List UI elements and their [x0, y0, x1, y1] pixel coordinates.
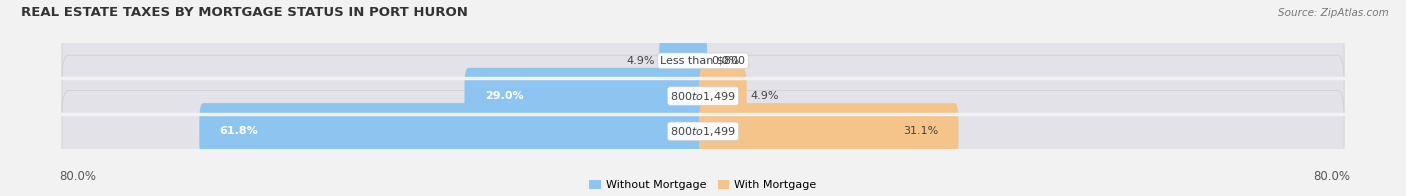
FancyBboxPatch shape	[659, 33, 707, 89]
Text: 0.0%: 0.0%	[711, 56, 740, 66]
FancyBboxPatch shape	[200, 103, 707, 160]
FancyBboxPatch shape	[62, 55, 1344, 137]
FancyBboxPatch shape	[62, 90, 1344, 172]
FancyBboxPatch shape	[699, 103, 959, 160]
Text: 61.8%: 61.8%	[219, 126, 259, 136]
Text: 31.1%: 31.1%	[903, 126, 938, 136]
Text: $800 to $1,499: $800 to $1,499	[671, 125, 735, 138]
Text: Less than $800: Less than $800	[661, 56, 745, 66]
Legend: Without Mortgage, With Mortgage: Without Mortgage, With Mortgage	[589, 180, 817, 191]
Text: Source: ZipAtlas.com: Source: ZipAtlas.com	[1278, 8, 1389, 18]
FancyBboxPatch shape	[62, 20, 1344, 102]
Text: 29.0%: 29.0%	[485, 91, 523, 101]
Text: REAL ESTATE TAXES BY MORTGAGE STATUS IN PORT HURON: REAL ESTATE TAXES BY MORTGAGE STATUS IN …	[21, 6, 468, 19]
FancyBboxPatch shape	[699, 68, 747, 124]
Text: 80.0%: 80.0%	[59, 170, 96, 183]
Text: $800 to $1,499: $800 to $1,499	[671, 90, 735, 103]
Text: 4.9%: 4.9%	[627, 56, 655, 66]
FancyBboxPatch shape	[464, 68, 707, 124]
Text: 4.9%: 4.9%	[751, 91, 779, 101]
Text: 80.0%: 80.0%	[1313, 170, 1350, 183]
